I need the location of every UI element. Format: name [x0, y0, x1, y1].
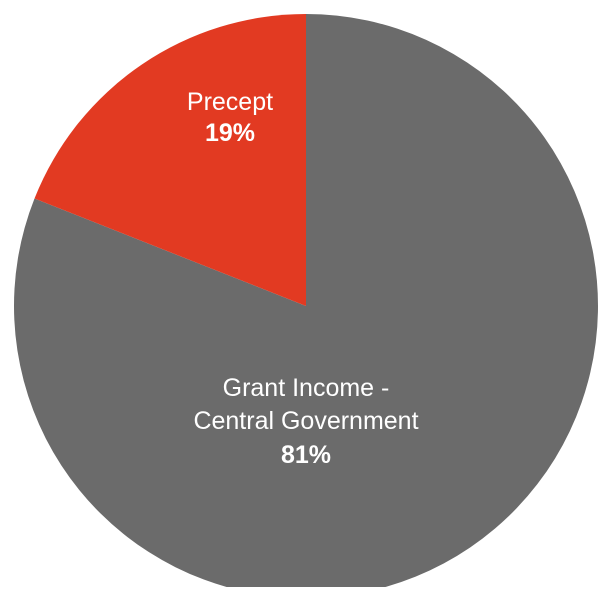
slice-percent-1: 19% [205, 119, 255, 147]
pie-slice-1 [34, 14, 307, 306]
pie-labels: Grant Income - Central Government 81% Prece… [187, 88, 419, 469]
slice-label-0-line-1: Central Government [193, 407, 418, 435]
pie-slices [14, 14, 598, 592]
slice-label-1-line-0: Precept [187, 88, 273, 116]
slice-label-0-line-0: Grant Income - [223, 374, 390, 402]
slice-percent-0: 81% [281, 441, 331, 469]
pie-slice-0 [14, 14, 598, 592]
